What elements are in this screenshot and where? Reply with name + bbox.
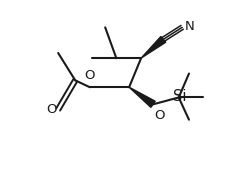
- Polygon shape: [129, 87, 155, 107]
- Text: N: N: [185, 20, 194, 33]
- Text: Si: Si: [173, 89, 186, 104]
- Text: O: O: [85, 69, 95, 82]
- Text: O: O: [154, 109, 164, 122]
- Polygon shape: [141, 36, 166, 58]
- Text: O: O: [46, 103, 57, 116]
